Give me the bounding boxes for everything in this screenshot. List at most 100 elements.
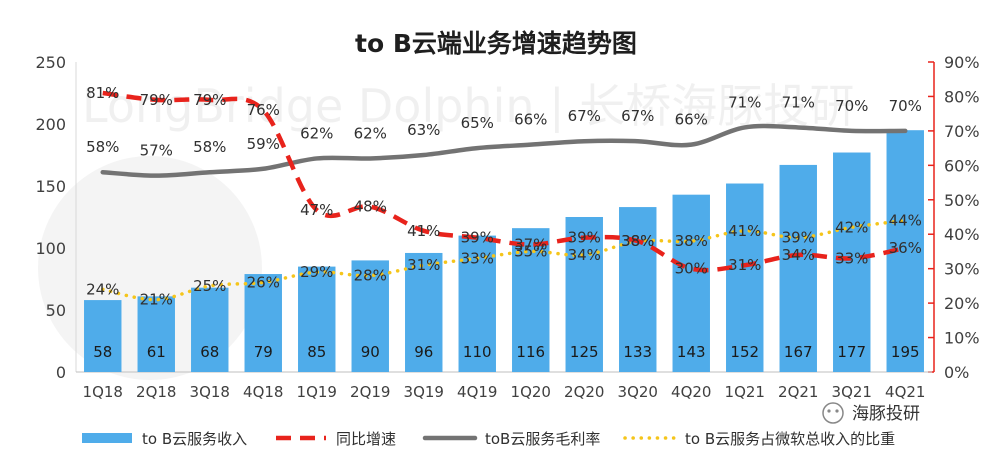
revenue-bar-label: 85: [307, 343, 326, 361]
x-tick-label: 2Q20: [564, 383, 604, 401]
revenue-bar: [619, 207, 657, 372]
gross-margin-label: 67%: [568, 107, 601, 125]
legend-label: toB云服务毛利率: [485, 430, 600, 448]
x-tick-label: 2Q19: [350, 383, 390, 401]
left-tick-label: 50: [46, 301, 66, 320]
left-tick-label: 0: [56, 363, 66, 382]
x-tick-label: 4Q20: [671, 383, 711, 401]
wechat-icon: [822, 402, 844, 424]
gross-margin-label: 63%: [407, 121, 440, 139]
revenue-bar: [244, 274, 282, 372]
yoy-growth-label: 48%: [354, 198, 387, 216]
yoy-growth-label: 39%: [568, 229, 601, 247]
legend-label: 同比增速: [336, 430, 396, 448]
right-tick-label: 70%: [944, 122, 980, 141]
gross-margin-label: 71%: [782, 93, 815, 111]
revenue-share-line: [101, 218, 907, 302]
revenue-share-label: 44%: [889, 211, 922, 229]
gross-margin-label: 57%: [140, 142, 173, 160]
yoy-growth-line: [102, 90, 906, 273]
gross-margin-label: 67%: [621, 107, 654, 125]
revenue-share-label: 39%: [782, 229, 815, 247]
x-tick-label: 4Q18: [243, 383, 283, 401]
revenue-bar-label: 125: [570, 343, 599, 361]
yoy-growth-label: 47%: [300, 201, 333, 219]
right-tick-label: 60%: [944, 156, 980, 175]
bar-value-labels: 58 61 68 79 85 90 96 110 116 125 133 143 152 167 177 19…: [93, 343, 919, 361]
revenue-bar-label: 110: [463, 343, 492, 361]
gross-margin-line: [100, 123, 908, 178]
x-tick-label: 2Q18: [136, 383, 176, 401]
x-tick-label: 3Q21: [832, 383, 872, 401]
left-tick-label: 250: [35, 53, 66, 72]
x-tick-label: 3Q20: [618, 383, 658, 401]
revenue-share-label: 38%: [675, 232, 708, 250]
x-tick-label: 2Q21: [778, 383, 818, 401]
yoy-growth-label: 31%: [728, 256, 761, 274]
revenue-bar-label: 96: [414, 343, 433, 361]
yoy-growth-label: 34%: [782, 246, 815, 264]
right-tick-label: 20%: [944, 294, 980, 313]
watermark-text: LongBridge Dolphin | 长桥海豚投研: [82, 79, 855, 134]
yoy-growth-label: 76%: [247, 101, 280, 119]
yoy-growth-label: 33%: [835, 249, 868, 267]
right-tick-label: 30%: [944, 260, 980, 279]
yoy-growth-label: 81%: [86, 84, 119, 102]
revenue-share-label: 33%: [461, 249, 494, 267]
revenue-bar-label: 90: [361, 343, 380, 361]
wechat-badge: 海豚投研: [822, 402, 920, 424]
gross-margin-label: 65%: [461, 114, 494, 132]
legend: to B云服务收入 同比增速 toB云服务毛利率 to B云服务占微软总收入的比重: [82, 430, 895, 448]
revenue-bar: [84, 300, 122, 372]
right-tick-label: 80%: [944, 87, 980, 106]
badge-text: 海豚投研: [852, 404, 920, 424]
revenue-bar: [298, 266, 336, 372]
revenue-bar-label: 152: [730, 343, 759, 361]
revenue-bar-label: 79: [254, 343, 273, 361]
x-tick-label: 3Q18: [190, 383, 230, 401]
gross-margin-label: 58%: [86, 138, 119, 156]
revenue-share-label: 21%: [140, 291, 173, 309]
chart-title: to B云端业务增速趋势图: [355, 29, 637, 58]
gross-margin-label: 66%: [675, 111, 708, 129]
revenue-bar-label: 133: [623, 343, 652, 361]
x-tick-label: 4Q21: [885, 383, 925, 401]
revenue-share-label: 34%: [568, 246, 601, 264]
right-axis: 0% 10% 20% 30% 40% 50% 60% 70% 80% 90%: [928, 53, 980, 382]
left-axis: 0 50 100 150 200 250: [35, 53, 77, 382]
revenue-bar-label: 68: [200, 343, 219, 361]
gross-margin-label: 58%: [193, 138, 226, 156]
right-tick-label: 10%: [944, 329, 980, 348]
x-axis: 1Q18 2Q18 3Q18 4Q18 1Q19 2Q19 3Q19 4Q19 1Q20 2Q20…: [76, 371, 932, 401]
revenue-bar-label: 177: [837, 343, 866, 361]
revenue-bar-label: 58: [93, 343, 112, 361]
wechat-icon-eye-left: [827, 409, 831, 413]
yoy-growth-label: 36%: [889, 239, 922, 257]
revenue-share-label: 29%: [300, 263, 333, 281]
revenue-bar: [833, 152, 871, 372]
revenue-bar: [779, 164, 817, 372]
revenue-share-label: 42%: [835, 218, 868, 236]
right-tick-label: 90%: [944, 53, 980, 72]
revenue-bar-label: 143: [677, 343, 706, 361]
revenue-share-label: 25%: [193, 277, 226, 295]
revenue-share-label: 26%: [247, 273, 280, 291]
yoy-growth-label: 79%: [193, 91, 226, 109]
left-tick-label: 200: [35, 115, 66, 134]
revenue-bar: [351, 260, 389, 372]
x-tick-label: 1Q20: [511, 383, 551, 401]
yoy-growth-label: 38%: [621, 232, 654, 250]
revenue-bar-label: 167: [784, 343, 813, 361]
right-tick-label: 50%: [944, 191, 980, 210]
revenue-bar: [726, 183, 764, 372]
gross-margin-label: 59%: [247, 135, 280, 153]
left-tick-label: 100: [35, 239, 66, 258]
x-tick-label: 4Q19: [457, 383, 497, 401]
gross-margin-label: 71%: [728, 93, 761, 111]
x-tick-label: 3Q19: [404, 383, 444, 401]
legend-label: to B云服务收入: [142, 430, 247, 448]
revenue-bar: [137, 296, 175, 372]
revenue-share-label: 41%: [728, 222, 761, 240]
